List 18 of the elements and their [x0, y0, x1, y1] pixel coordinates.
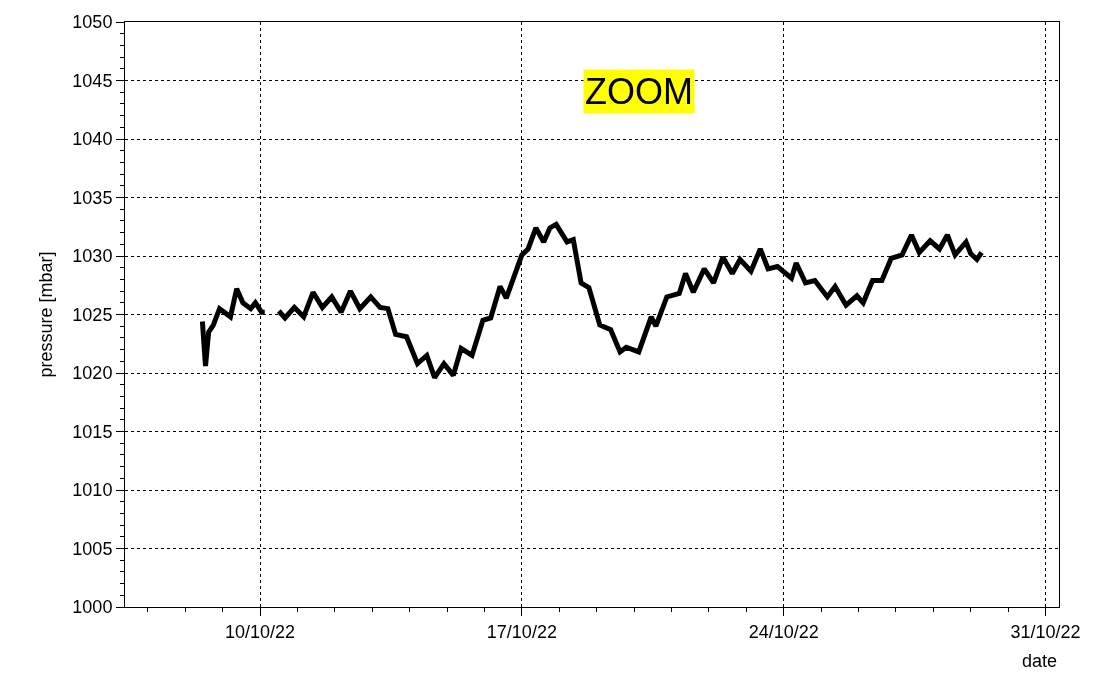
y-tick-label: 1035	[72, 187, 113, 208]
y-tick-label: 1040	[72, 129, 113, 150]
y-tick-label: 1000	[72, 597, 113, 618]
y-tick-label: 1045	[72, 70, 113, 91]
y-tick-label: 1015	[72, 421, 113, 442]
y-axis-title: pressure [mbar]	[35, 251, 56, 378]
x-axis-title: date	[1022, 651, 1058, 671]
y-tick-label: 1010	[72, 480, 113, 501]
x-tick-label: 10/10/22	[225, 621, 296, 642]
x-tick-label: 24/10/22	[748, 621, 819, 642]
x-tick-label: 31/10/22	[1010, 621, 1081, 642]
y-tick-label: 1020	[72, 363, 113, 384]
x-tick-label: 17/10/22	[486, 621, 557, 642]
y-tick-label: 1005	[72, 538, 113, 559]
annotation: ZOOM	[585, 71, 693, 112]
y-tick-label: 1025	[72, 304, 113, 325]
y-tick-label: 1030	[72, 246, 113, 267]
y-tick-label: 1050	[72, 12, 113, 33]
